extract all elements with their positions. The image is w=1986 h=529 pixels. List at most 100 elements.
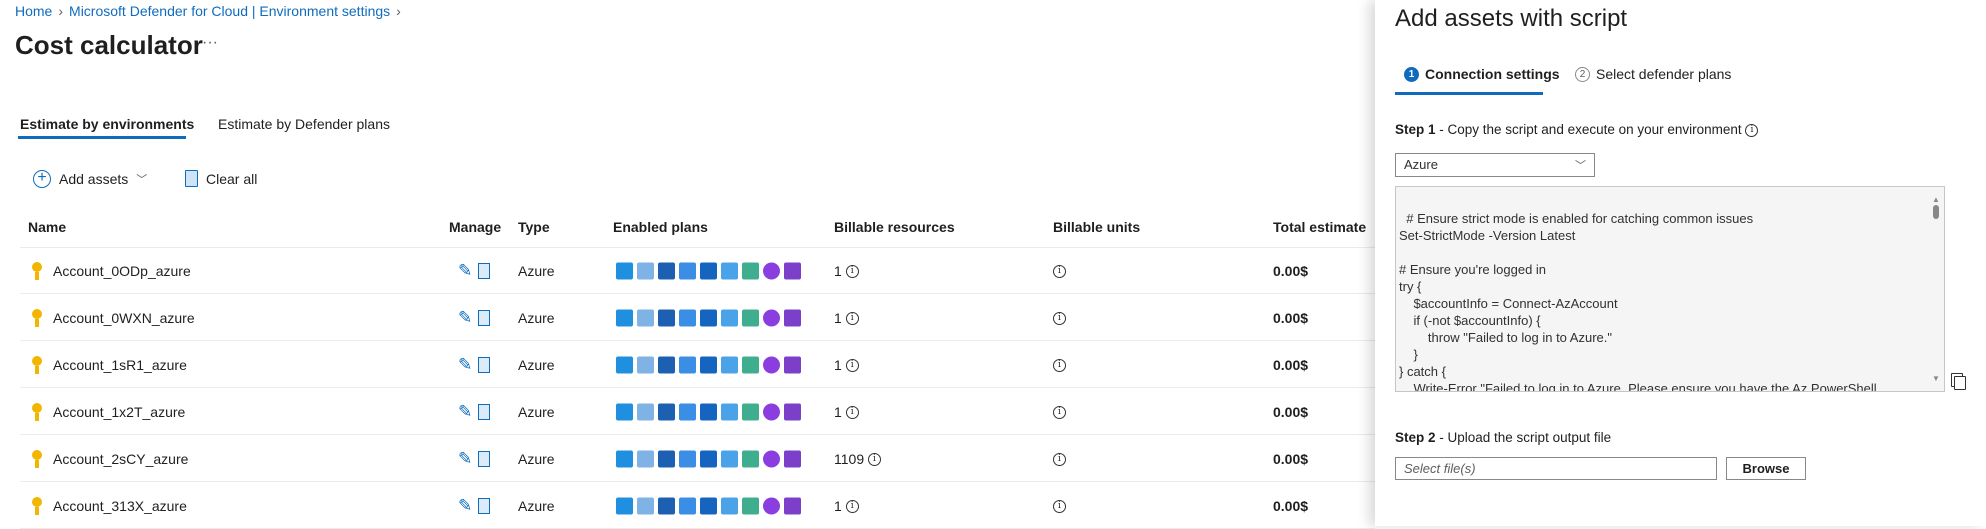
- resource-manager-icon: [742, 497, 759, 514]
- row-divider: [20, 340, 1375, 341]
- billable-resources: 1 i: [834, 263, 859, 279]
- info-icon[interactable]: i: [868, 453, 881, 467]
- script-scrollbar[interactable]: ▲ ▼: [1929, 187, 1943, 391]
- resource-manager-icon: [742, 450, 759, 467]
- billable-units: i: [1053, 498, 1066, 514]
- info-icon[interactable]: i: [845, 406, 859, 420]
- browse-button[interactable]: Browse: [1726, 457, 1806, 480]
- cosmos-db-icon: [721, 497, 738, 514]
- info-icon[interactable]: i: [845, 265, 859, 279]
- copy-icon[interactable]: [1954, 376, 1966, 390]
- sql-database-icon: [658, 450, 675, 467]
- info-icon[interactable]: i: [1053, 265, 1066, 279]
- info-icon[interactable]: i: [1053, 359, 1066, 373]
- table-row: Account_1sR1_azure ✎ Azure 1 i i 0.00$: [0, 341, 1375, 388]
- column-header-type[interactable]: Type: [518, 219, 550, 235]
- key-vault-icon: [784, 403, 801, 420]
- info-icon[interactable]: i: [845, 312, 859, 326]
- key-vault-icon: [784, 309, 801, 326]
- table-row: Account_1x2T_azure ✎ Azure 1 i i 0.00$: [0, 388, 1375, 435]
- add-assets-button[interactable]: + Add assets ﹀: [33, 170, 147, 188]
- step-number-badge: 2: [1575, 66, 1590, 82]
- storage-icon: [700, 262, 717, 279]
- info-icon[interactable]: i: [1053, 500, 1066, 514]
- add-assets-label: Add assets: [59, 171, 129, 187]
- script-textarea[interactable]: # Ensure strict mode is enabled for catc…: [1395, 186, 1945, 392]
- row-divider: [20, 387, 1375, 388]
- delete-icon[interactable]: [478, 450, 490, 467]
- delete-icon[interactable]: [478, 403, 490, 420]
- account-type: Azure: [518, 403, 555, 420]
- table-row: Account_0ODp_azure ✎ Azure 1 i i 0.00$: [0, 247, 1375, 294]
- environment-selected: Azure: [1404, 157, 1438, 172]
- account-type: Azure: [518, 497, 555, 514]
- breadcrumb-home[interactable]: Home: [15, 3, 53, 19]
- account-name: Account_0WXN_azure: [53, 309, 195, 326]
- delete-icon[interactable]: [478, 356, 490, 373]
- edit-icon[interactable]: ✎: [458, 307, 473, 327]
- enabled-plans: [616, 356, 801, 373]
- key-icon: [32, 261, 42, 280]
- info-icon[interactable]: i: [1053, 453, 1066, 467]
- containers-bug-icon: [763, 356, 780, 373]
- servers-icon: [616, 403, 633, 420]
- scroll-up-icon[interactable]: ▲: [1932, 195, 1940, 204]
- breadcrumb: Home › Microsoft Defender for Cloud | Envi…: [15, 3, 407, 19]
- billable-resources: 1109 i: [834, 451, 881, 467]
- containers-bug-icon: [763, 309, 780, 326]
- scrollbar-thumb[interactable]: [1933, 205, 1939, 219]
- edit-icon[interactable]: ✎: [458, 495, 473, 515]
- add-assets-panel: Add assets with script 1 Connection sett…: [1375, 0, 1986, 526]
- delete-icon[interactable]: [478, 309, 490, 326]
- sql-database-icon: [658, 497, 675, 514]
- app-service-icon: [637, 262, 654, 279]
- edit-icon[interactable]: ✎: [458, 401, 473, 421]
- account-name: Account_0ODp_azure: [53, 262, 191, 279]
- info-icon[interactable]: i: [845, 359, 859, 373]
- servers-icon: [616, 309, 633, 326]
- tab-estimate-by-defender-plans[interactable]: Estimate by Defender plans: [218, 116, 390, 132]
- tab-estimate-by-environments[interactable]: Estimate by environments: [20, 116, 195, 132]
- info-icon[interactable]: i: [1745, 123, 1759, 137]
- info-icon[interactable]: i: [1053, 406, 1066, 420]
- column-header-name[interactable]: Name: [28, 219, 67, 235]
- app-service-icon: [637, 403, 654, 420]
- resource-manager-icon: [742, 262, 759, 279]
- account-type: Azure: [518, 450, 555, 467]
- edit-icon[interactable]: ✎: [458, 354, 473, 374]
- step-connection-settings[interactable]: 1 Connection settings: [1404, 66, 1560, 82]
- step-select-defender-plans[interactable]: 2 Select defender plans: [1575, 66, 1731, 82]
- info-icon[interactable]: i: [845, 500, 859, 514]
- more-options-button[interactable]: ···: [202, 34, 218, 51]
- file-input[interactable]: Select file(s): [1395, 457, 1717, 480]
- chevron-right-icon: ›: [58, 3, 64, 19]
- key-icon: [32, 449, 42, 468]
- storage-icon: [700, 309, 717, 326]
- servers-icon: [616, 497, 633, 514]
- info-icon[interactable]: i: [1053, 312, 1066, 326]
- billable-resources: 1 i: [834, 357, 859, 373]
- breadcrumb-environment-settings[interactable]: Microsoft Defender for Cloud | Environme…: [69, 3, 391, 19]
- column-header-enabled-plans: Enabled plans: [613, 219, 708, 235]
- resource-manager-icon: [742, 309, 759, 326]
- row-divider: [20, 434, 1375, 435]
- resource-manager-icon: [742, 403, 759, 420]
- row-divider: [20, 293, 1375, 294]
- edit-icon[interactable]: ✎: [458, 260, 473, 280]
- app-service-icon: [637, 309, 654, 326]
- delete-icon[interactable]: [478, 497, 490, 514]
- scroll-down-icon[interactable]: ▼: [1932, 374, 1940, 383]
- delete-icon[interactable]: [478, 262, 490, 279]
- billable-units: i: [1053, 310, 1066, 326]
- column-header-total-estimate: Total estimate: [1273, 219, 1367, 235]
- account-name: Account_2sCY_azure: [53, 450, 189, 467]
- step-number-badge: 1: [1404, 66, 1419, 82]
- active-step-indicator: [1395, 92, 1543, 95]
- environment-dropdown[interactable]: Azure ﹀: [1395, 153, 1595, 177]
- account-type: Azure: [518, 309, 555, 326]
- key-vault-icon: [784, 497, 801, 514]
- clear-all-button[interactable]: Clear all: [185, 170, 257, 187]
- edit-icon[interactable]: ✎: [458, 448, 473, 468]
- cosmos-db-icon: [721, 309, 738, 326]
- containers-bug-icon: [763, 403, 780, 420]
